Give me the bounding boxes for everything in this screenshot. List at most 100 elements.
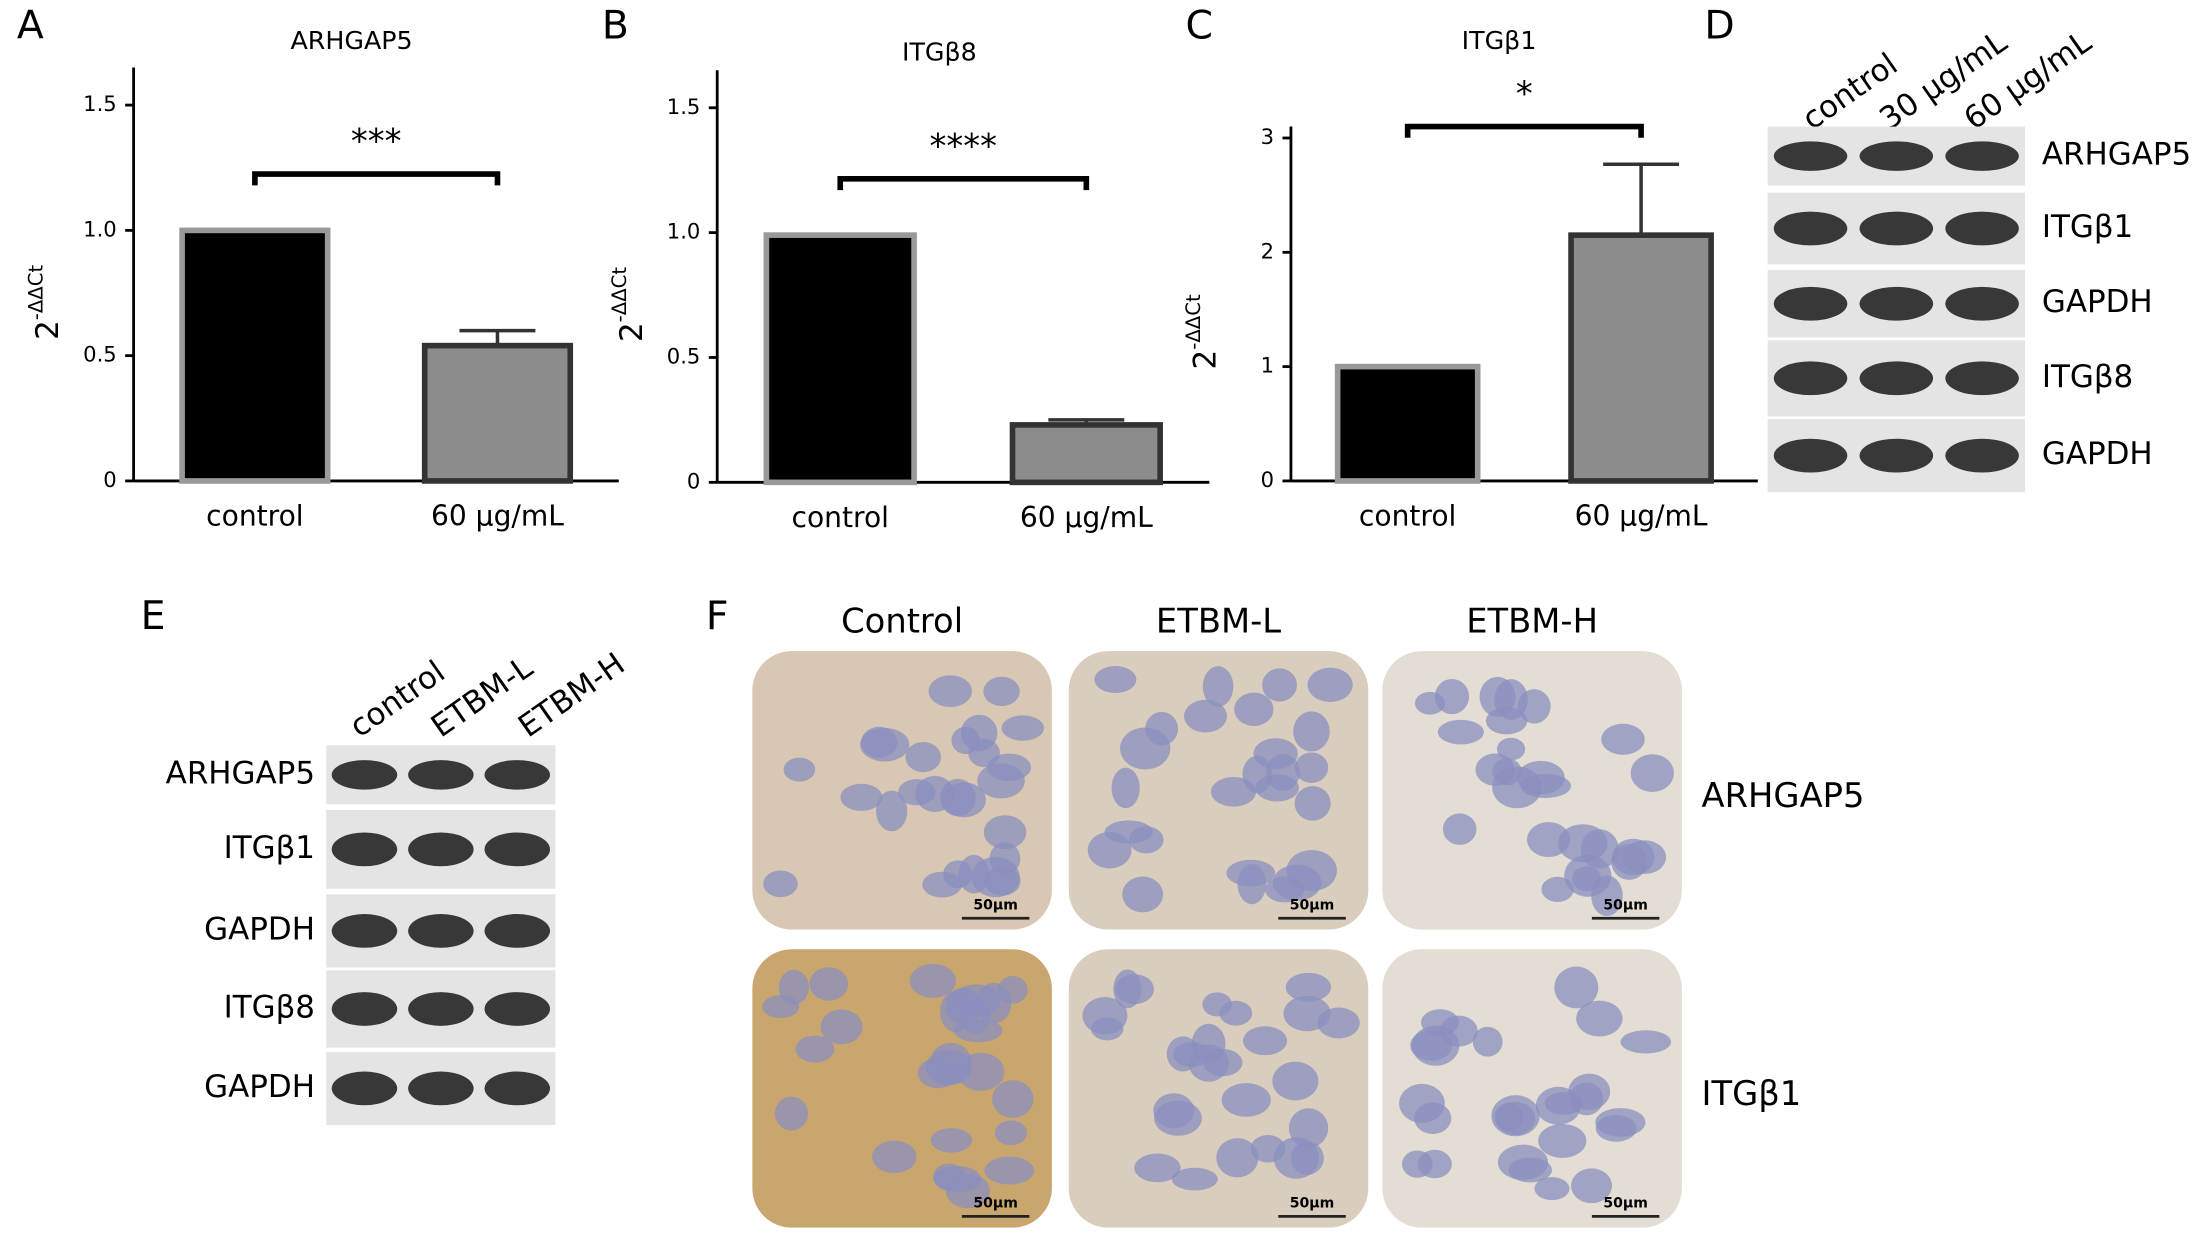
ihc-nucleus — [1434, 678, 1470, 715]
ihc-nucleus — [1226, 859, 1276, 887]
panel-label: E — [141, 593, 166, 639]
blot-row-label: GAPDH — [2042, 284, 2153, 320]
ihc-nucleus — [1557, 824, 1608, 863]
y-label-base: 2 — [30, 320, 66, 340]
error-bar — [1603, 162, 1680, 236]
ihc-nucleus — [795, 1035, 835, 1063]
y-label-exponent: -ΔΔCt — [1181, 294, 1204, 350]
chart-title: ITGβ1 — [1462, 26, 1537, 55]
significance-label: **** — [930, 126, 997, 165]
ihc-nucleus — [778, 969, 809, 1005]
x-tick-label: control — [206, 499, 303, 532]
ihc-nucleus — [1620, 1030, 1672, 1054]
bar — [1568, 232, 1714, 484]
ihc-nucleus — [1307, 667, 1353, 702]
ihc-nucleus — [997, 976, 1028, 1004]
blot-band — [408, 914, 474, 948]
ihc-nucleus — [983, 676, 1020, 707]
bar — [1334, 363, 1481, 484]
bar — [1009, 422, 1163, 486]
ihc-nucleus — [1479, 676, 1516, 717]
ihc-nucleus — [922, 871, 962, 898]
ihc-nucleus — [1595, 1108, 1646, 1137]
ihc-column-label: ETBM-H — [1466, 601, 1598, 640]
scale-bar-label: 50µm — [1603, 898, 1648, 914]
blot-band — [484, 992, 551, 1026]
ihc-nucleus — [809, 967, 849, 1001]
bar — [763, 232, 917, 486]
blot-band — [408, 760, 474, 790]
significance-bracket — [252, 171, 501, 186]
ihc-nucleus — [1219, 1000, 1253, 1026]
ihc-nucleus — [951, 726, 980, 755]
ihc-nucleus — [1221, 1083, 1271, 1117]
ihc-nucleus — [1293, 711, 1330, 752]
y-tick-label: 0 — [103, 467, 116, 492]
blot-row-label: GAPDH — [2042, 436, 2153, 472]
blot-band — [1773, 211, 1848, 246]
x-tick-label: control — [792, 501, 889, 534]
ihc-nucleus — [820, 1009, 863, 1045]
y-label-exponent: -ΔΔCt — [608, 267, 631, 323]
ihc-nucleus — [971, 856, 1020, 898]
ihc-nucleus — [1534, 1177, 1570, 1201]
y-tick-label: 1.0 — [83, 216, 117, 241]
ihc-nucleus — [1120, 727, 1171, 770]
ihc-nucleus — [928, 675, 973, 708]
significance-label: * — [1516, 74, 1533, 113]
blot-band — [408, 832, 474, 867]
blot-band — [1945, 361, 2019, 396]
ihc-nucleus — [1122, 876, 1164, 913]
y-label-base: 2 — [1187, 350, 1223, 370]
panel-label: F — [706, 593, 729, 639]
x-tick-label: 60 µg/mL — [1575, 499, 1708, 532]
blot-band — [408, 1071, 474, 1106]
ihc-nucleus — [840, 783, 883, 811]
ihc-nucleus — [1242, 1026, 1288, 1056]
ihc-nucleus — [1494, 1102, 1524, 1131]
ihc-nucleus — [960, 996, 991, 1034]
y-tick-label: 1.0 — [667, 219, 701, 244]
y-axis-label: 2-ΔΔCt — [24, 264, 66, 339]
y-tick-label: 1.5 — [667, 94, 701, 119]
ihc-nucleus — [1437, 719, 1484, 745]
ihc-nucleus — [1516, 760, 1565, 795]
ihc-nucleus — [1285, 972, 1332, 1002]
ihc-nucleus — [876, 790, 908, 832]
ihc-nucleus — [1291, 1141, 1324, 1175]
ihc-nucleus — [1554, 966, 1599, 1009]
ihc-nucleus — [1576, 1000, 1623, 1037]
x-tick-label: control — [1359, 499, 1456, 532]
y-tick-label: 0.5 — [667, 343, 701, 368]
blot-band — [1773, 438, 1848, 473]
blot-band — [331, 914, 398, 948]
blot-band — [1945, 286, 2019, 321]
ihc-nucleus — [1171, 1167, 1218, 1191]
ihc-nucleus — [1111, 767, 1140, 809]
ihc-nucleus — [1485, 707, 1528, 735]
ihc-nucleus — [1630, 754, 1674, 792]
ihc-nucleus — [1571, 1168, 1613, 1204]
panel-label: D — [1704, 3, 1734, 49]
y-tick-label: 0.5 — [83, 342, 117, 367]
scale-bar-label: 50µm — [973, 898, 1018, 914]
ihc-nucleus — [763, 870, 798, 898]
blot-band — [1859, 438, 1934, 473]
blot-band — [1773, 141, 1848, 171]
ihc-row-label: ARHGAP5 — [1702, 776, 1865, 815]
blot-band — [484, 760, 551, 790]
chart-title: ARHGAP5 — [290, 26, 412, 55]
ihc-column-label: ETBM-L — [1156, 601, 1281, 640]
panel-label: C — [1185, 3, 1212, 49]
ihc-nucleus — [1216, 1138, 1259, 1178]
ihc-nucleus — [1262, 668, 1297, 702]
bar — [421, 342, 574, 484]
blot-band — [408, 992, 474, 1026]
ihc-nucleus — [1538, 1123, 1587, 1158]
blot-band — [1859, 141, 1934, 171]
scale-bar-label: 50µm — [1290, 1196, 1335, 1212]
ihc-nucleus — [1611, 843, 1647, 880]
blot-row-label: ARHGAP5 — [2042, 137, 2191, 173]
blot-band — [484, 914, 551, 948]
